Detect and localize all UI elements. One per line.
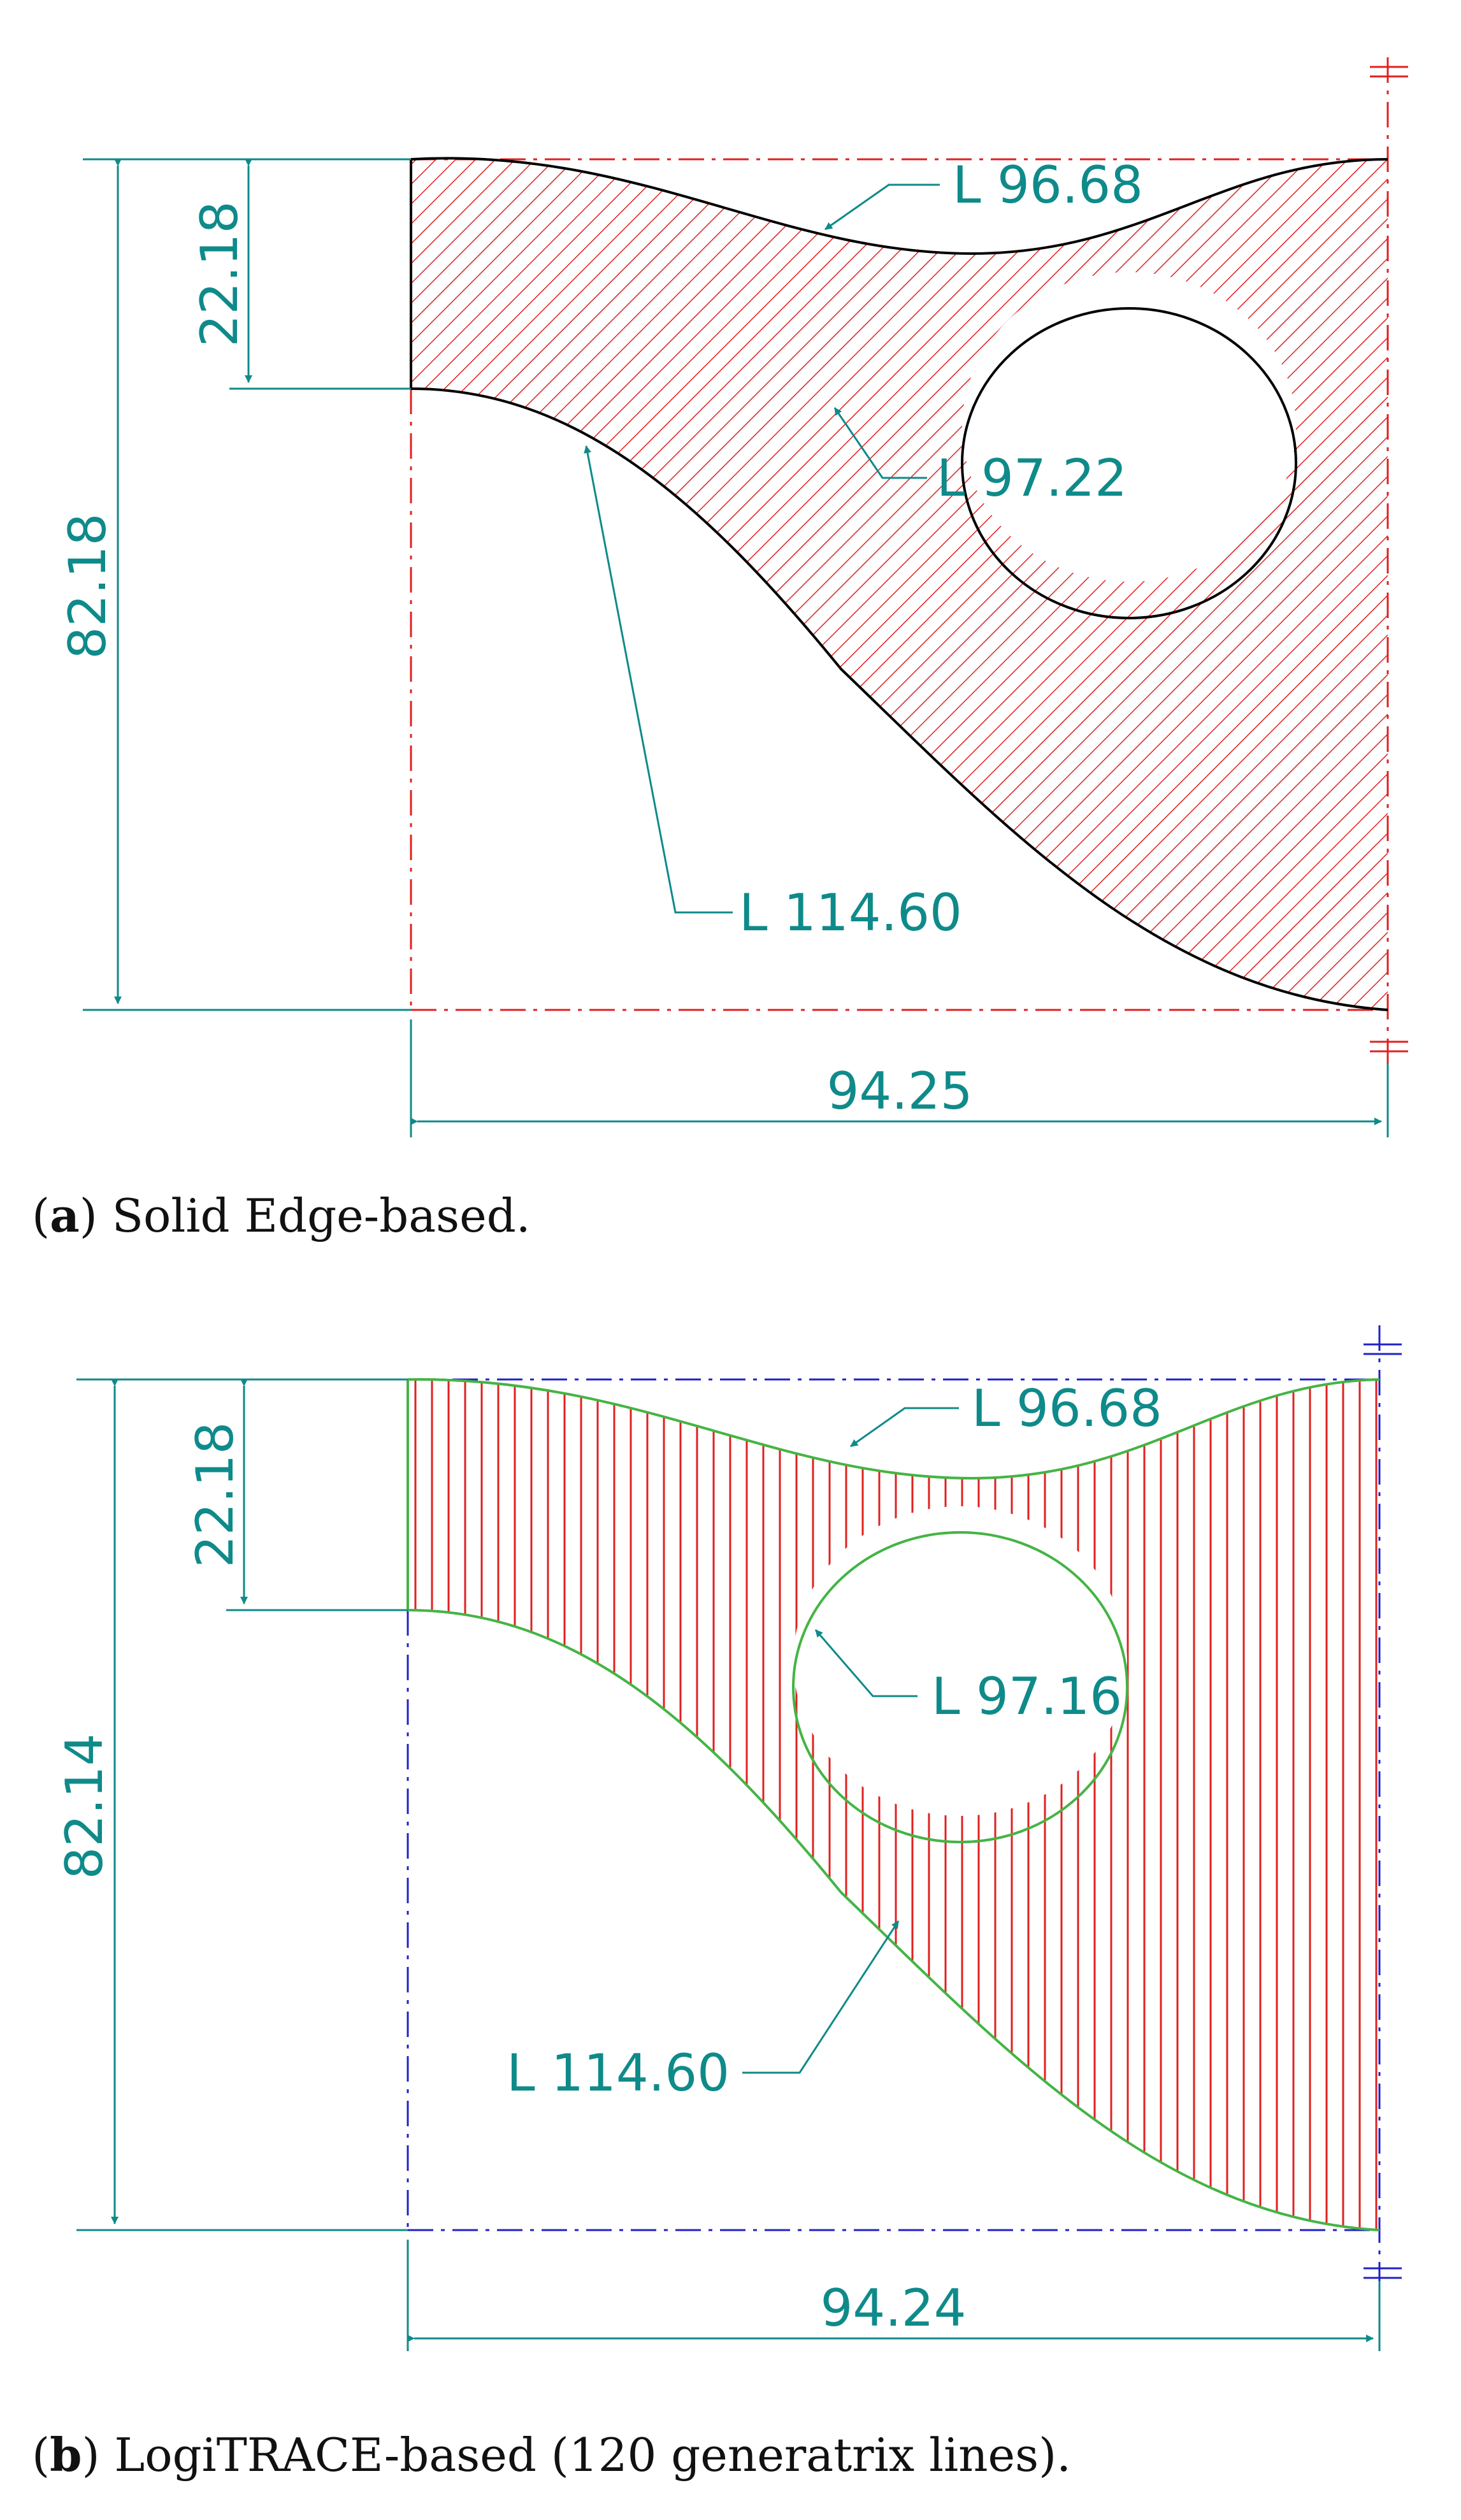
figure-a-circle-label: L 97.22 <box>937 449 1127 508</box>
figure-a-drawing: 82.18 22.18 94.25 L 96.68 L 97.22 L 114.… <box>58 57 1408 1137</box>
figure-a-dimensions <box>83 158 1389 1137</box>
figure-a-break-marks <box>1370 66 1408 1053</box>
figure-b-dimension-labels: 82.14 22.18 94.24 L 96.68 L 97.16 L 114.… <box>55 1379 1162 2338</box>
figure-b-dimensions <box>76 1378 1381 2351</box>
figure-a-hatched-region <box>411 158 1388 1010</box>
figure-a-total-height-label: 82.18 <box>58 513 117 659</box>
figure-b-break-marks <box>1364 1343 1402 2279</box>
figure-b-drawing: 82.14 22.18 94.24 L 96.68 L 97.16 L 114.… <box>55 1325 1402 2351</box>
figure-a-outlines <box>410 157 1388 1011</box>
figure-a-caption: (a) Solid Edge-based. <box>32 1188 531 1242</box>
figure-b: 82.14 22.18 94.24 L 96.68 L 97.16 L 114.… <box>0 1249 1461 2383</box>
figure-a-dimension-labels: 82.18 22.18 94.25 L 96.68 L 97.22 L 114.… <box>58 155 1143 1121</box>
figure-a-step-height-label: 22.18 <box>190 201 249 347</box>
figure-b-outlines <box>407 1378 1380 2231</box>
figure-a-width-label: 94.25 <box>826 1062 972 1121</box>
figure-b-caption: (b) LogiTRACE-based (120 generatrix line… <box>32 2428 1072 2482</box>
figure-b-caption-letter: b <box>50 2428 82 2482</box>
figure-a-caption-letter: a <box>50 1188 80 1242</box>
figure-b-hatched-region <box>408 1379 1379 2230</box>
figure-b-caption-text: LogiTRACE-based (120 generatrix lines). <box>114 2428 1072 2482</box>
figure-b-bottom-curve-label: L 114.60 <box>507 2043 730 2103</box>
figure-b-step-height-label: 22.18 <box>185 1422 245 1567</box>
figure-a: 82.18 22.18 94.25 L 96.68 L 97.22 L 114.… <box>0 0 1461 1198</box>
figure-a-top-curve-label: L 96.68 <box>953 155 1143 215</box>
figure-a-caption-text: Solid Edge-based. <box>112 1189 531 1242</box>
figure-b-top-curve-label: L 96.68 <box>972 1379 1162 1438</box>
figure-a-bottom-curve-label: L 114.60 <box>739 883 962 942</box>
figure-b-width-label: 94.24 <box>820 2279 966 2338</box>
figure-b-circle-label: L 97.16 <box>932 1667 1122 1726</box>
figure-b-total-height-label: 82.14 <box>55 1733 114 1879</box>
